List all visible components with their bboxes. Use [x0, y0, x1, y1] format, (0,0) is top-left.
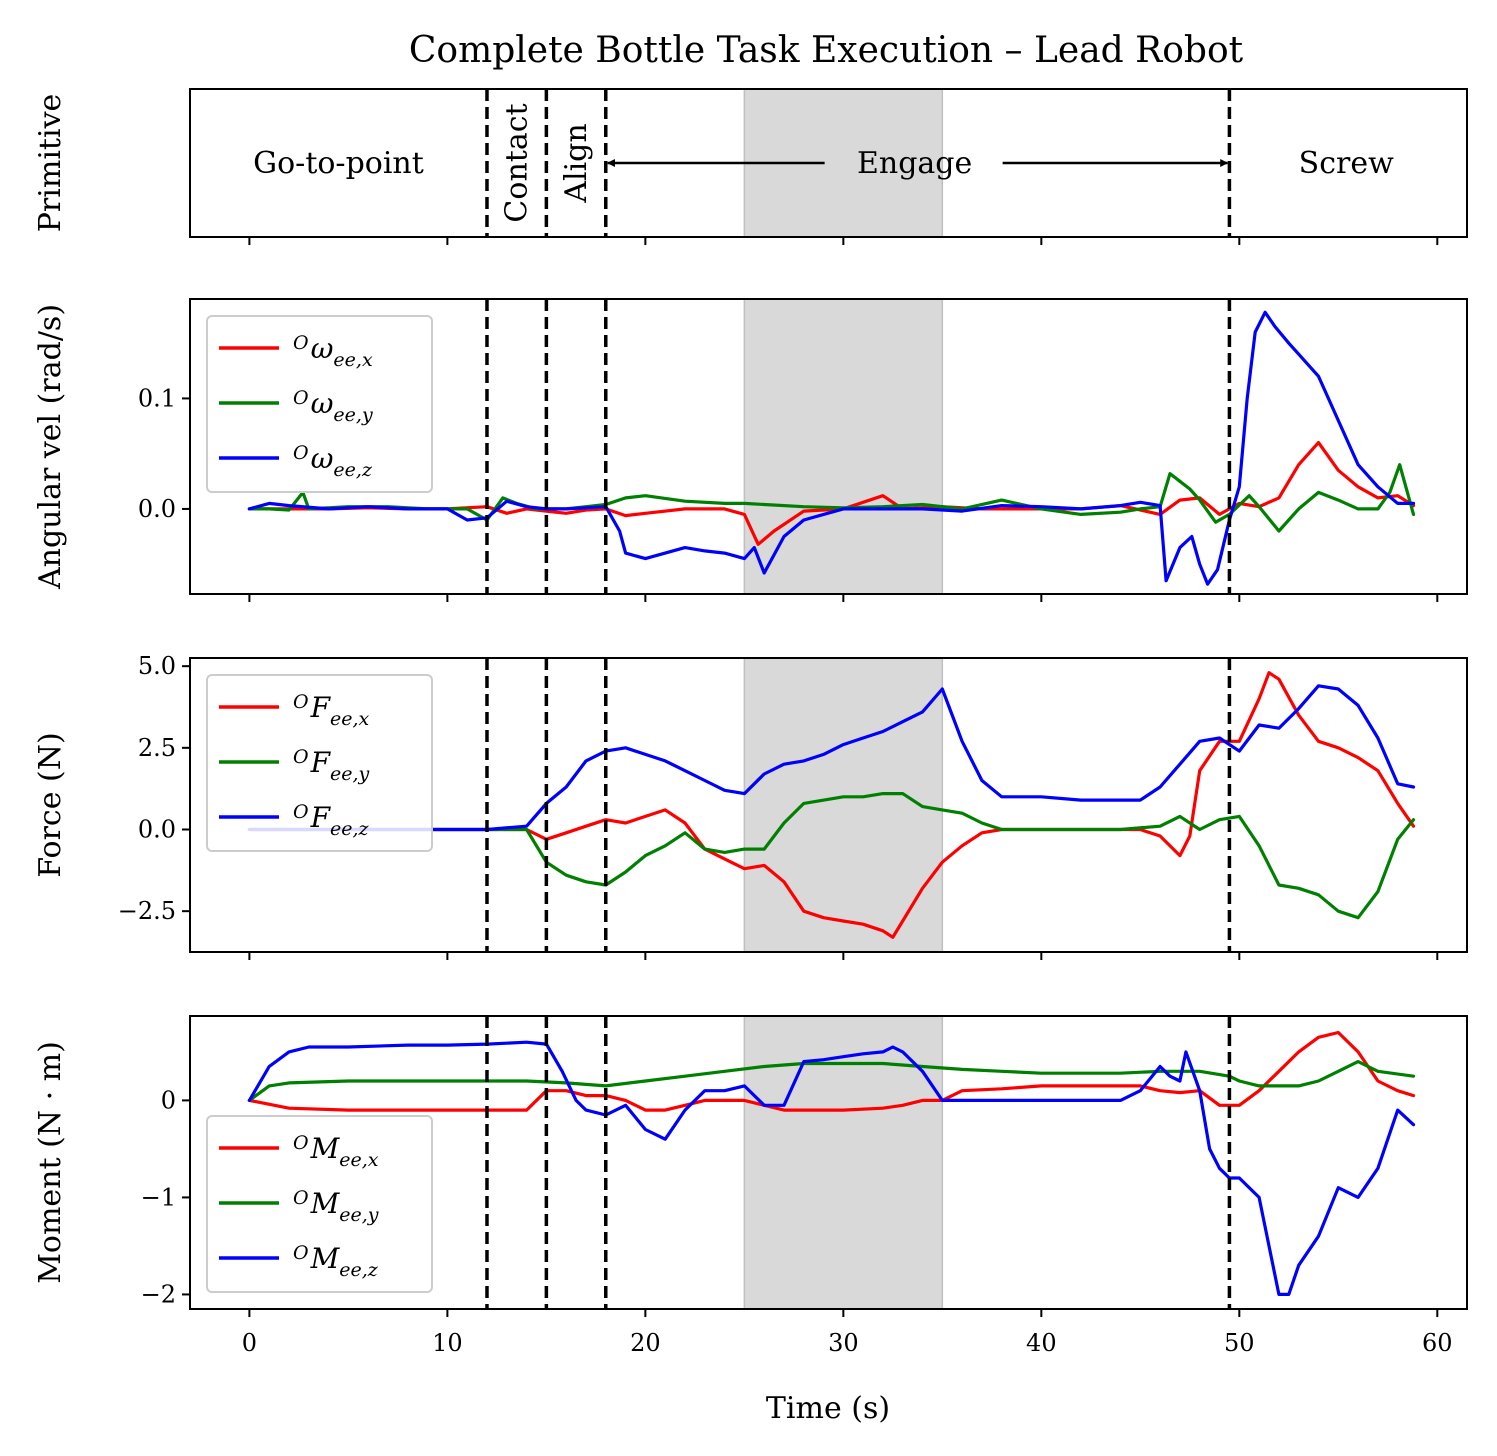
shaded-region — [743, 657, 944, 953]
series-line-y — [247, 463, 1416, 533]
series-group — [247, 310, 1416, 586]
series-line-x — [247, 441, 1416, 546]
series-group — [247, 671, 1416, 939]
y-tick-label: 0.1 — [138, 384, 176, 412]
series-group — [247, 1030, 1416, 1297]
panel-3: Force (N) 5.0 2.5 0.0 −2.5 OFee,x OFee,y OFee,z — [33, 652, 1468, 960]
legend-box — [206, 674, 433, 852]
legend-box — [206, 1115, 433, 1293]
series-line-x — [247, 1030, 1416, 1112]
phase-label: Contact — [500, 103, 535, 222]
legend: Oωee,x Oωee,y Oωee,z — [206, 315, 433, 493]
shaded-region — [743, 298, 944, 595]
legend-box — [206, 315, 433, 493]
legend-label: Oωee,z — [293, 442, 373, 481]
legend-label: OFee,z — [293, 801, 370, 840]
y-axis-label: Primitive — [33, 94, 68, 233]
phase-label: Screw — [1299, 146, 1394, 181]
series-line-z — [247, 684, 1416, 832]
y-tick-label: 0.0 — [138, 816, 176, 844]
legend-label: OMee,z — [293, 1242, 379, 1281]
y-tick-label: 2.5 — [138, 734, 176, 762]
y-tick-label: 0 — [161, 1086, 176, 1114]
plot-frame — [189, 1015, 1468, 1310]
y-axis-label: Moment (N · m) — [33, 1041, 68, 1284]
legend-label: Oωee,y — [293, 387, 373, 426]
y-axis-label: Angular vel (rad/s) — [33, 304, 68, 590]
plot-frame — [189, 88, 1468, 238]
x-tick-label: 20 — [630, 1329, 661, 1357]
legend-label: OFee,x — [293, 691, 370, 730]
x-tick-label: 40 — [1026, 1329, 1057, 1357]
y-tick-label: −1 — [141, 1183, 176, 1211]
panel-2: Angular vel (rad/s) 0.10.0Oωee,xOωee,yOωe… — [33, 298, 1468, 602]
y-tick-label: −2 — [141, 1280, 176, 1308]
phase-label: Align — [559, 123, 594, 203]
x-tick-label: 60 — [1422, 1329, 1453, 1357]
series-line-y — [247, 1059, 1416, 1103]
figure-title: Complete Bottle Task Execution – Lead Ro… — [409, 30, 1244, 71]
legend: OFee,x OFee,y OFee,z — [206, 674, 433, 852]
y-tick-label: 0.0 — [138, 495, 176, 523]
series-line-y — [247, 791, 1416, 920]
phase-label: Engage — [857, 146, 972, 181]
legend: OMee,x OMee,y OMee,z — [206, 1115, 433, 1293]
series-line-x — [247, 671, 1416, 939]
phase-label: Go-to-point — [253, 146, 424, 181]
series-line-z — [247, 1040, 1416, 1297]
plot-frame — [189, 298, 1468, 595]
x-tick-label: 50 — [1224, 1329, 1255, 1357]
series-line-z — [247, 310, 1416, 586]
x-tick-label: 0 — [242, 1329, 257, 1357]
plot-frame — [189, 657, 1468, 953]
panel-1: Primitive Go-to-point Contact Align Engage Sc… — [33, 88, 1468, 245]
y-axis-label: Force (N) — [33, 732, 68, 877]
y-tick-label: 5.0 — [138, 652, 176, 680]
legend-label: Oωee,x — [293, 332, 373, 371]
y-tick-label: −2.5 — [118, 897, 176, 925]
legend-label: OMee,y — [293, 1187, 379, 1226]
x-tick-label: 10 — [432, 1329, 463, 1357]
legend-label: OMee,x — [293, 1132, 379, 1171]
x-axis-label: Time (s) — [766, 1391, 890, 1426]
x-tick-label: 30 — [828, 1329, 859, 1357]
legend-label: OFee,y — [293, 746, 370, 785]
